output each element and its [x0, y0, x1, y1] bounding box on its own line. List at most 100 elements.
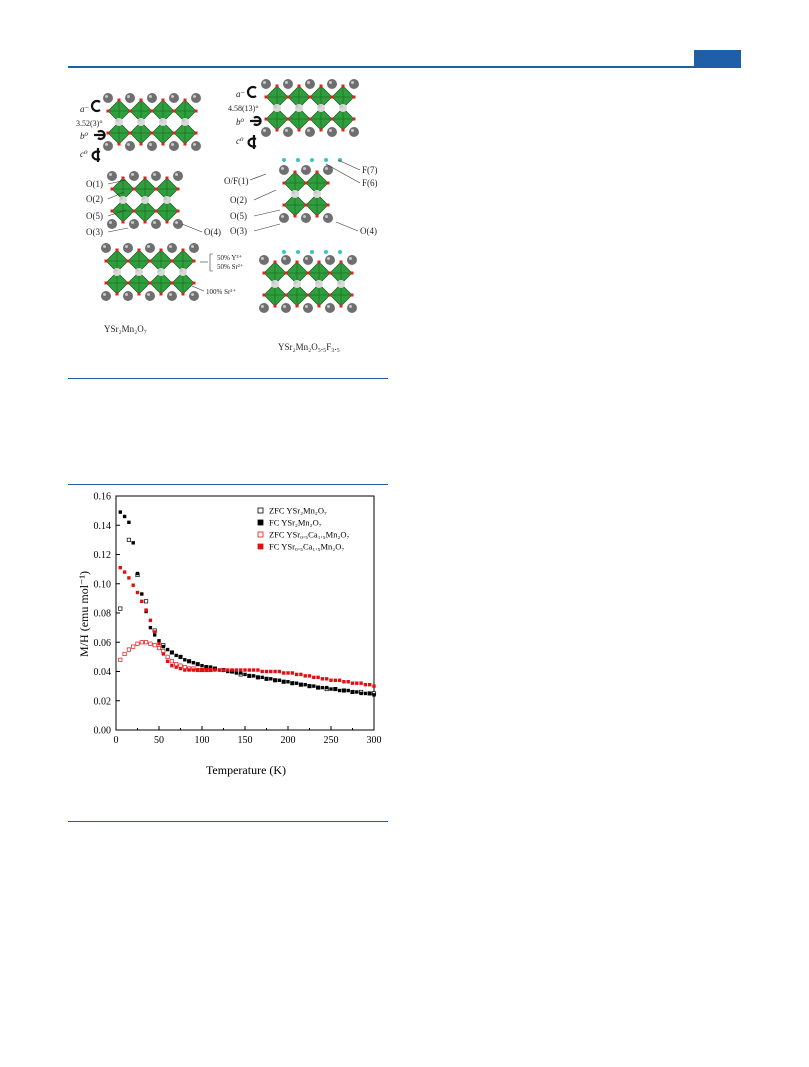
data-point [273, 678, 277, 682]
cation-atom [163, 196, 171, 204]
data-point [135, 590, 140, 595]
data-point [294, 672, 299, 677]
data-point [153, 633, 157, 637]
formula-left: YSr₂Mn₂O₇ [104, 324, 147, 334]
axis-ticks: 0 50 100 150 200 250 300 0.00 0.02 0.04 0.06 0.08 0.… [94, 492, 382, 747]
cation-atom [273, 104, 281, 112]
oxygen-atom [194, 109, 198, 113]
fluorine-atom [338, 250, 342, 254]
legend-label: FC YSr₀.₅Ca₁.₅Mn₂O₇ [269, 542, 344, 552]
data-point [230, 668, 234, 672]
cation-atom [125, 141, 135, 151]
oxygen-atom [273, 304, 277, 308]
x-tick-label: 200 [281, 735, 296, 746]
cation-atom [167, 243, 177, 253]
cation-atom [347, 303, 357, 313]
oxygen-atom [328, 293, 332, 297]
oxygen-atom [159, 248, 163, 252]
cation-atom [119, 196, 127, 204]
cation-atom [189, 291, 199, 301]
data-point [243, 668, 247, 672]
oxygen-atom [132, 187, 136, 191]
label-o4-left: O(4) [204, 227, 221, 237]
oxygen-atom [341, 128, 345, 132]
right-c-rotation: c⁰ [236, 136, 244, 146]
oxygen-atom [306, 293, 310, 297]
data-point [234, 671, 239, 675]
cation-atom [145, 243, 155, 253]
label-f7: F(7) [362, 165, 378, 175]
cation-atom [145, 291, 155, 301]
label-y50: 50% Y³⁺ [217, 254, 242, 262]
data-point [363, 682, 368, 687]
left-a-angle: 3.52(3)° [76, 119, 103, 128]
oxygen-atom [192, 259, 196, 263]
fluorine-atom [338, 158, 342, 162]
data-point [294, 681, 299, 685]
data-point [178, 663, 183, 668]
data-point [213, 668, 217, 672]
data-point [333, 678, 337, 682]
cation-atom [135, 268, 143, 276]
data-point [363, 691, 368, 696]
label-sr50: 50% Sr²⁺ [217, 263, 244, 271]
data-point [355, 690, 359, 694]
oxygen-atom [326, 181, 330, 185]
oxygen-atom [150, 131, 154, 135]
data-point [204, 665, 208, 669]
label-o3-left: O(3) [86, 227, 103, 237]
y-tick-label: 0.06 [94, 638, 112, 649]
data-point [342, 688, 346, 693]
oxygen-atom [132, 209, 136, 213]
header-tab [694, 50, 741, 66]
oxygen-atom [297, 128, 301, 132]
oxygen-atom [128, 109, 132, 113]
oxygen-atom [176, 209, 180, 213]
data-point [307, 674, 312, 678]
right-a-angle: 4.58(13)° [228, 104, 259, 113]
data-point [165, 654, 170, 659]
legend-label: FC YSr₂Mn₂O₇ [269, 518, 322, 528]
data-point [303, 674, 307, 678]
cation-atom [281, 303, 291, 313]
data-marks [118, 510, 377, 697]
data-point [153, 630, 157, 634]
oxygen-atom [115, 292, 119, 296]
data-point [152, 643, 157, 648]
oxygen-atom [165, 220, 169, 224]
oxygen-atom [148, 281, 152, 285]
oxygen-atom [110, 209, 114, 213]
data-point [286, 680, 290, 684]
legend-label: ZFC YSr₂Mn₂O₇ [269, 506, 327, 516]
data-point [191, 668, 196, 672]
data-point [247, 674, 251, 678]
cation-atom [141, 196, 149, 204]
oxygen-atom [106, 131, 110, 135]
oxygen-atom [115, 248, 119, 252]
oxygen-atom [154, 209, 158, 213]
cation-atom [291, 190, 299, 198]
data-point [208, 668, 213, 672]
cation-atom [101, 291, 111, 301]
data-point [247, 668, 251, 672]
data-point [290, 681, 294, 685]
data-point [156, 646, 162, 651]
cation-atom [261, 79, 271, 89]
oxygen-atom [110, 187, 114, 191]
label-o4-right: O(4) [360, 226, 377, 236]
y-tick-label: 0.00 [94, 726, 112, 737]
oxygen-atom [128, 131, 132, 135]
y-tick-label: 0.08 [94, 609, 112, 620]
cation-atom [107, 171, 117, 181]
x-tick-label: 100 [195, 735, 210, 746]
data-point [178, 666, 183, 671]
cation-atom [181, 118, 189, 126]
oxygen-atom [137, 292, 141, 296]
cation-atom [125, 93, 135, 103]
data-point [350, 681, 355, 685]
data-point [243, 672, 247, 677]
data-point [170, 650, 174, 655]
oxygen-atom [286, 95, 290, 99]
oxygen-atom [304, 203, 308, 207]
oxygen-atom [161, 98, 165, 102]
